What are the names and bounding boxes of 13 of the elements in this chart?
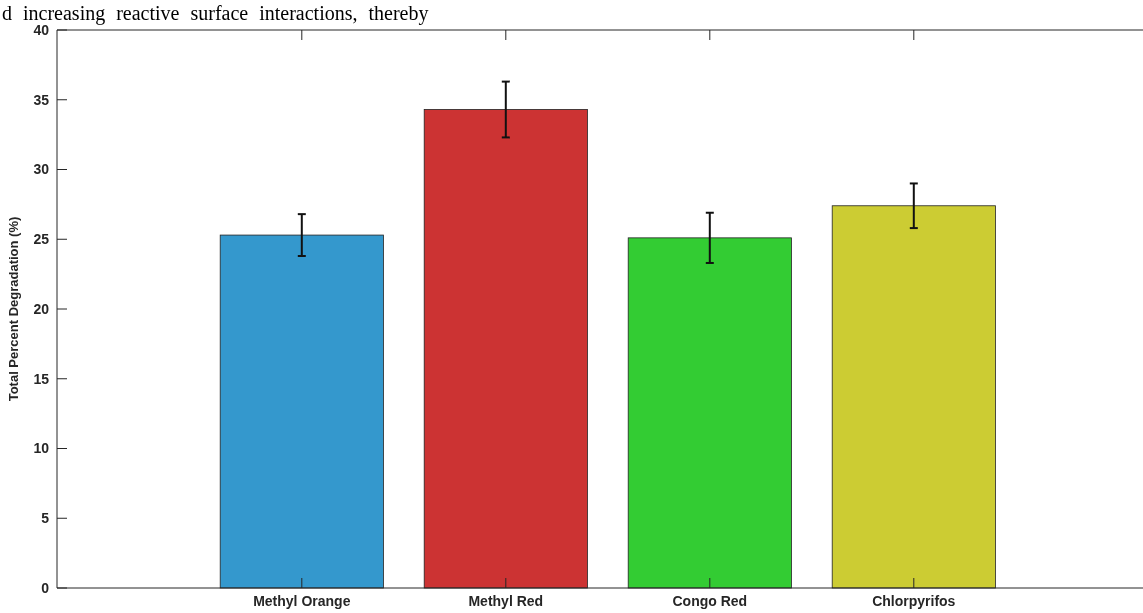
x-tick-label: Chlorpyrifos xyxy=(872,593,956,609)
y-tick-label: 30 xyxy=(33,161,50,178)
x-tick-label: Congo Red xyxy=(672,593,748,609)
y-tick-label: 20 xyxy=(33,300,50,317)
y-tick-label: 35 xyxy=(33,91,50,108)
y-tick-label: 5 xyxy=(41,510,50,527)
y-tick-label: 10 xyxy=(33,440,50,457)
y-axis-title: Total Percent Degradation (%) xyxy=(6,216,21,402)
y-tick-label: 15 xyxy=(33,370,50,387)
y-tick-label: 25 xyxy=(33,231,50,248)
y-tick-label: 0 xyxy=(41,579,50,596)
x-tick-label: Methyl Orange xyxy=(253,593,351,609)
x-tick-label: Methyl Red xyxy=(468,593,544,609)
